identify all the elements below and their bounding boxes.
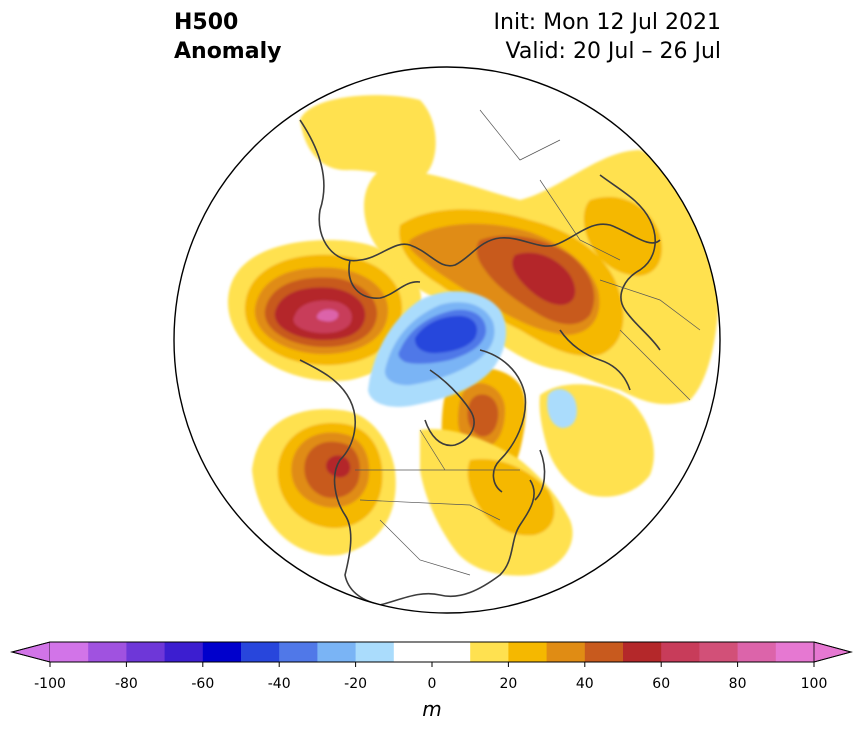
colorbar-bin [623, 642, 662, 662]
colorbar-tick-label: -80 [115, 676, 138, 692]
colorbar-bin [50, 642, 89, 662]
colorbar-tick-label: -100 [34, 676, 66, 692]
colorbar-tick-label: 100 [801, 676, 828, 692]
colorbar-label: m [422, 697, 441, 721]
globe-boundary [173, 66, 721, 614]
colorbar-tick-label: 0 [428, 676, 437, 692]
colorbar-tick-label: -20 [344, 676, 367, 692]
colorbar-bin [393, 642, 433, 662]
colorbar-bin [470, 642, 509, 662]
colorbar-tick-label: -40 [268, 676, 291, 692]
colorbar-bin [279, 642, 318, 662]
colorbar-tick-label: 40 [576, 676, 594, 692]
anomaly-arctic-negative [368, 291, 577, 428]
init-date: Init: Mon 12 Jul 2021 [493, 10, 721, 35]
colorbar-tick-label: -60 [191, 676, 214, 692]
colorbar-ticks: -100 -80 -60 -40 -20 0 20 40 60 80 100 [34, 662, 827, 692]
anomaly-pacific-nw [252, 409, 396, 556]
title-variable: H500 [174, 10, 239, 35]
colorbar-bin [661, 642, 700, 662]
colorbar-bin [546, 642, 586, 662]
colorbar-tick-label: 20 [499, 676, 517, 692]
colorbar-bin [775, 642, 815, 662]
colorbar-bin [126, 642, 166, 662]
colorbar-bin [88, 642, 127, 662]
colorbar-bin [241, 642, 280, 662]
colorbar-tick-label: 60 [652, 676, 670, 692]
title-type: Anomaly [174, 39, 282, 64]
title-left: H500 Anomaly [174, 8, 281, 66]
colorbar-bin [737, 642, 777, 662]
colorbar-bin [699, 642, 739, 662]
colorbar-bin [164, 642, 204, 662]
title-right: Init: Mon 12 Jul 2021 Valid: 20 Jul – 26… [494, 8, 721, 66]
colorbar-bin [508, 642, 548, 662]
colorbar-bin [202, 642, 242, 662]
colorbar-extend-under [10, 641, 51, 663]
political-borders [355, 109, 701, 576]
colorbar-tick-label: 80 [729, 676, 747, 692]
colorbar-bin [584, 642, 624, 662]
colorbar-bin [317, 642, 357, 662]
colorbar-bin [432, 642, 471, 662]
colorbar-bin [355, 642, 395, 662]
colorbar-bins [10, 641, 853, 663]
colorbar-extend-over [813, 641, 853, 663]
valid-range: Valid: 20 Jul – 26 Jul [505, 39, 721, 64]
